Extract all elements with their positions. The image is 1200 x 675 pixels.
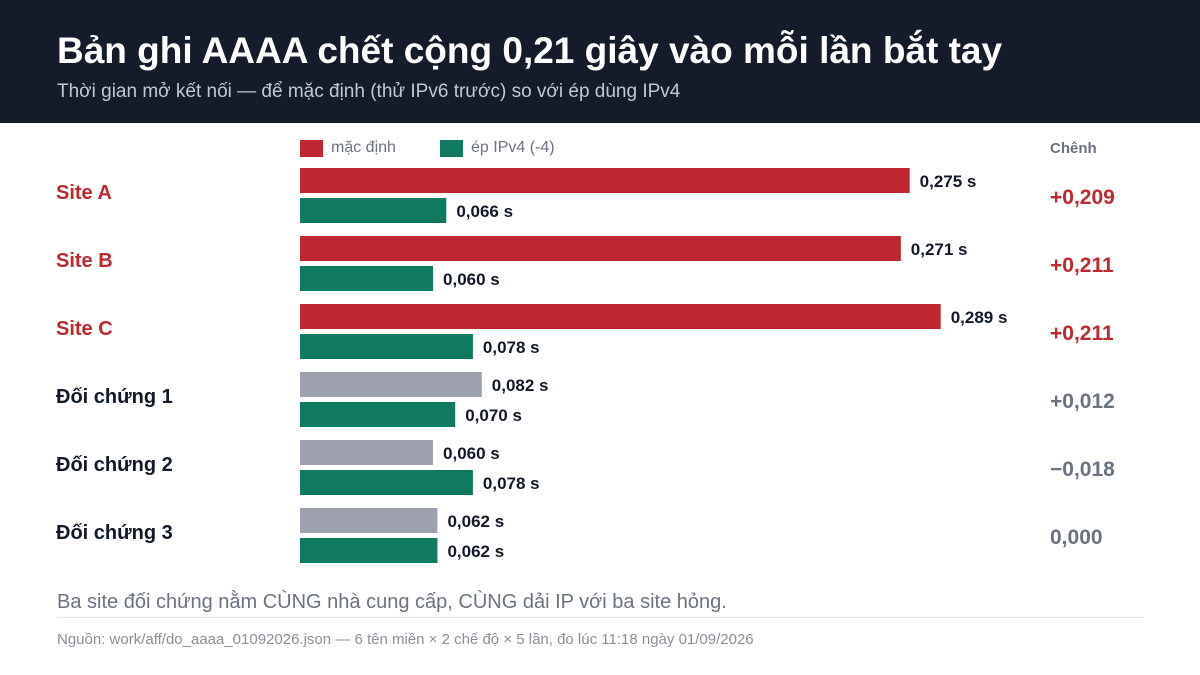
- bar-ipv4: [300, 198, 447, 223]
- chart-subtitle: Thời gian mở kết nối — để mặc định (thử …: [57, 81, 681, 102]
- value-label-ipv4: 0,078 s: [483, 474, 540, 493]
- value-label-default: 0,060 s: [443, 444, 500, 463]
- bar-ipv4: [300, 334, 473, 359]
- bar-default: [300, 236, 901, 261]
- value-label-ipv4: 0,066 s: [456, 202, 513, 221]
- delta-value: +0,209: [1050, 186, 1115, 209]
- legend-label-ipv4: ép IPv4 (-4): [471, 139, 555, 156]
- source-note: Nguồn: work/aff/do_aaaa_01092026.json — …: [57, 631, 754, 648]
- legend-label-default: mặc định: [331, 139, 396, 156]
- bar-default: [300, 168, 910, 193]
- bar-ipv4: [300, 470, 473, 495]
- bar-ipv4: [300, 402, 456, 427]
- delta-value: −0,018: [1050, 458, 1115, 481]
- category-label: Đối chứng 3: [56, 522, 173, 544]
- legend-swatch-default: [300, 140, 323, 157]
- delta-value: 0,000: [1050, 526, 1103, 549]
- bar-default: [300, 372, 482, 397]
- header-banner: Bản ghi AAAA chết cộng 0,21 giây vào mỗi…: [0, 0, 1200, 123]
- category-label: Site C: [56, 318, 113, 340]
- value-label-default: 0,275 s: [920, 172, 977, 191]
- category-label: Đối chứng 1: [56, 386, 173, 408]
- value-label-ipv4: 0,062 s: [447, 542, 504, 561]
- category-label: Site A: [56, 182, 112, 204]
- delta-value: +0,211: [1050, 322, 1114, 345]
- bar-ipv4: [300, 266, 434, 291]
- value-label-default: 0,062 s: [447, 512, 504, 531]
- delta-value: +0,211: [1050, 254, 1114, 277]
- delta-column-header: Chênh: [1050, 140, 1097, 157]
- bar-default: [300, 508, 438, 533]
- divider: [57, 617, 1144, 618]
- chart-title: Bản ghi AAAA chết cộng 0,21 giây vào mỗi…: [57, 30, 1003, 71]
- value-label-default: 0,289 s: [951, 308, 1008, 327]
- bar-default: [300, 440, 434, 465]
- bar-default: [300, 304, 941, 329]
- category-label: Đối chứng 2: [56, 454, 173, 476]
- value-label-ipv4: 0,060 s: [443, 270, 500, 289]
- footnote: Ba site đối chứng nằm CÙNG nhà cung cấp,…: [57, 591, 727, 613]
- value-label-default: 0,271 s: [911, 240, 968, 259]
- value-label-default: 0,082 s: [492, 376, 549, 395]
- value-label-ipv4: 0,078 s: [483, 338, 540, 357]
- value-label-ipv4: 0,070 s: [465, 406, 522, 425]
- legend-swatch-ipv4: [440, 140, 463, 157]
- bar-ipv4: [300, 538, 438, 563]
- category-label: Site B: [56, 250, 113, 272]
- delta-value: +0,012: [1050, 390, 1115, 413]
